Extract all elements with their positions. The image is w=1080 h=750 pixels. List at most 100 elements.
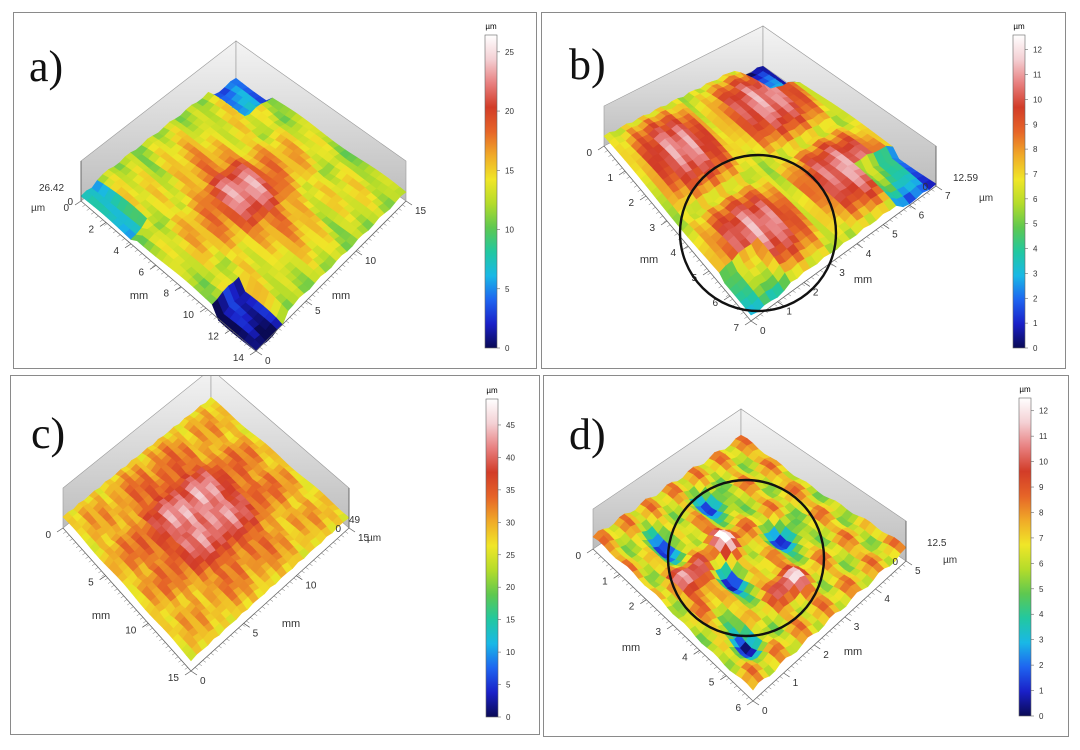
- x-minor-tick: [162, 642, 166, 645]
- x-minor-tick: [661, 617, 666, 620]
- x-tick-label: 3: [649, 223, 655, 234]
- x-minor-tick: [104, 577, 108, 581]
- x-tick-mark: [720, 675, 727, 680]
- x-minor-tick: [178, 287, 182, 290]
- x-tick-mark: [199, 307, 207, 313]
- y-minor-tick: [886, 578, 891, 581]
- y-minor-tick: [840, 620, 845, 623]
- y-minor-tick: [255, 350, 260, 354]
- y-minor-tick: [882, 581, 887, 585]
- y-minor-tick: [319, 287, 323, 290]
- y-tick-mark: [305, 300, 313, 306]
- y-axis-label: mm: [332, 290, 350, 302]
- x-minor-tick: [733, 685, 738, 689]
- y-minor-tick: [852, 246, 856, 249]
- x-tick-mark: [124, 243, 132, 249]
- y-minor-tick: [787, 293, 792, 297]
- y-minor-tick: [270, 335, 275, 339]
- y-tick-label: 15: [415, 206, 427, 217]
- surface-cell: [394, 186, 407, 197]
- y-minor-tick: [300, 305, 305, 309]
- colorbar: [484, 34, 498, 349]
- y-minor-tick: [259, 347, 263, 350]
- x-minor-tick: [749, 700, 754, 704]
- x-minor-tick: [181, 663, 185, 667]
- colorbar-tick-label: 10: [1033, 95, 1042, 104]
- x-minor-tick: [645, 601, 650, 605]
- y-tick-label: 4: [884, 594, 890, 605]
- colorbar: [1018, 397, 1032, 717]
- y-minor-tick: [866, 236, 870, 239]
- x-minor-tick: [681, 636, 686, 639]
- y-minor-tick: [214, 649, 218, 652]
- y-minor-tick: [848, 613, 852, 616]
- y-minor-tick: [894, 216, 898, 219]
- x-minor-tick: [667, 224, 671, 227]
- x-minor-tick: [659, 215, 663, 219]
- y-minor-tick: [875, 588, 879, 592]
- y-minor-tick: [825, 634, 829, 637]
- x-minor-tick: [159, 638, 163, 642]
- x-tick-label: 4: [682, 652, 688, 663]
- x-minor-tick: [143, 257, 147, 260]
- x-tick-mark: [723, 295, 731, 301]
- colorbar-tick-label: 15: [505, 166, 514, 175]
- surface-mesh: [592, 434, 907, 691]
- y-minor-tick: [309, 563, 313, 566]
- y-tick-label: 0: [762, 706, 768, 717]
- x-minor-tick: [648, 202, 652, 206]
- x-minor-tick: [252, 350, 257, 354]
- y-minor-tick: [250, 617, 254, 620]
- x-minor-tick: [644, 198, 649, 201]
- z-unit-label: µm: [979, 193, 993, 204]
- x-tick-label: 1: [602, 576, 608, 587]
- x-minor-tick: [130, 245, 134, 249]
- x-tick-label: 4: [670, 248, 676, 259]
- x-tick-mark: [702, 270, 710, 276]
- x-tick-label: 0: [586, 148, 592, 159]
- surface-mesh: [603, 66, 937, 316]
- x-minor-tick: [95, 215, 99, 219]
- x-minor-tick: [200, 305, 204, 309]
- y-minor-tick: [844, 616, 848, 620]
- y-tick-mark: [856, 243, 863, 249]
- x-minor-tick: [143, 620, 147, 624]
- y-minor-tick: [921, 195, 926, 199]
- x-minor-tick: [86, 208, 90, 211]
- colorbar-tick-label: 0: [505, 344, 510, 353]
- y-minor-tick: [771, 683, 776, 686]
- y-minor-tick: [798, 658, 803, 662]
- y-minor-tick: [222, 642, 226, 645]
- x-minor-tick: [633, 185, 638, 188]
- x-minor-tick: [630, 180, 634, 184]
- y-minor-tick: [801, 283, 806, 287]
- x-minor-tick: [689, 643, 694, 647]
- x-tick-label: 8: [163, 289, 169, 300]
- y-minor-tick: [917, 199, 921, 202]
- z-unit-label: µm: [367, 533, 381, 544]
- y-minor-tick: [210, 652, 214, 656]
- x-minor-tick: [72, 542, 76, 545]
- y-minor-tick: [750, 320, 755, 324]
- x-minor-tick: [95, 567, 99, 570]
- y-minor-tick: [879, 585, 883, 588]
- colorbar-tick-label: 3: [1039, 636, 1044, 645]
- y-minor-tick: [779, 676, 783, 679]
- z-zero-label: 0: [892, 557, 898, 568]
- x-tick-label: 1: [607, 173, 613, 184]
- x-minor-tick: [117, 234, 121, 237]
- y-minor-tick: [829, 630, 833, 634]
- x-minor-tick: [670, 228, 674, 232]
- y-minor-tick: [880, 226, 884, 229]
- y-minor-tick: [760, 693, 764, 697]
- y-minor-tick: [871, 592, 875, 595]
- colorbar-tick-label: 20: [506, 583, 515, 592]
- y-minor-tick: [234, 631, 238, 634]
- colorbar-tick-label: 30: [506, 518, 515, 527]
- x-tick-mark: [639, 195, 647, 201]
- y-minor-tick: [402, 204, 406, 207]
- y-minor-tick: [372, 234, 376, 237]
- y-minor-tick: [903, 209, 907, 212]
- y-minor-tick: [349, 257, 353, 260]
